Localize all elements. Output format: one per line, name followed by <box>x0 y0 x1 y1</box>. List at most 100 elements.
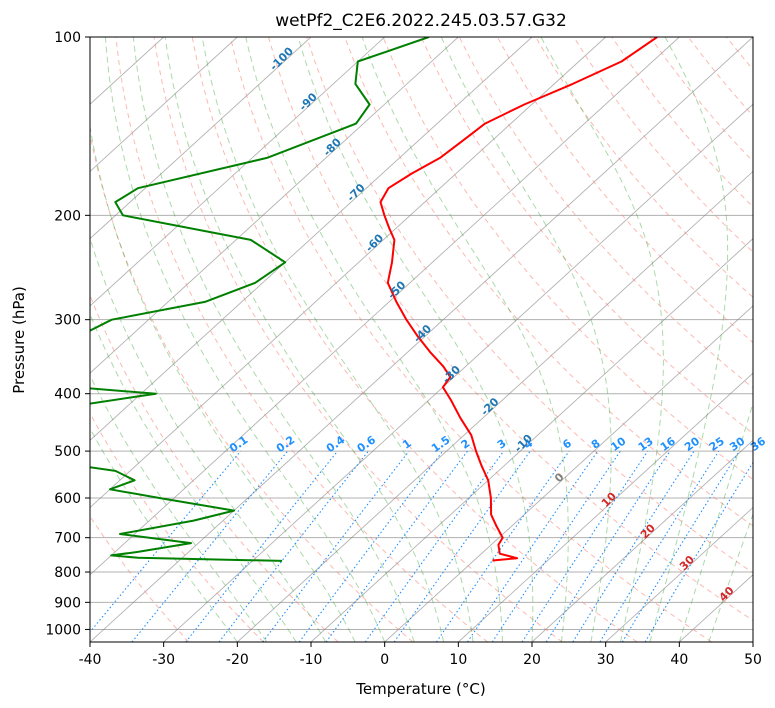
moist-adiabat <box>132 37 415 642</box>
x-tick-label: 40 <box>670 652 688 668</box>
dry-adiabat <box>191 37 638 642</box>
isotherm-line <box>752 641 753 642</box>
y-tick-label: 500 <box>54 444 81 460</box>
dewpoint-profile-line <box>90 37 430 562</box>
mixing-ratio-line <box>435 450 570 642</box>
mixing-ratio-label: 2 <box>459 437 473 452</box>
mixing-ratio-line <box>185 450 339 642</box>
isotherm-line <box>90 37 459 374</box>
dry-adiabat <box>115 37 488 642</box>
dry-adiabat <box>268 37 753 622</box>
x-tick-label: -10 <box>300 652 323 668</box>
dry-adiabat <box>649 37 753 163</box>
x-tick-label: 10 <box>449 652 467 668</box>
y-tick-label: 400 <box>54 387 81 403</box>
y-tick-label: 100 <box>54 30 81 46</box>
x-tick-label: -20 <box>226 652 249 668</box>
isotherm-line <box>90 37 238 173</box>
dry-adiabat <box>229 37 712 642</box>
dry-adiabat <box>458 37 753 389</box>
isotherm-line <box>458 372 753 642</box>
adiabat-layer <box>90 37 775 642</box>
y-tick-label: 1000 <box>45 622 81 638</box>
isotherm-line <box>90 37 385 307</box>
mixing-ratio-line <box>364 450 505 642</box>
mixing-ratio-line <box>218 450 369 642</box>
moist-adiabat <box>104 37 386 642</box>
isotherm-line <box>605 506 753 642</box>
moist-adiabat <box>90 427 238 642</box>
mixing-ratio-line <box>621 450 740 642</box>
y-tick-label: 600 <box>54 491 81 507</box>
moist-adiabat <box>440 37 612 642</box>
moist-adiabat <box>164 37 445 642</box>
dry-adiabat-label: 20 <box>638 521 658 541</box>
x-tick-label: -40 <box>79 652 102 668</box>
y-tick-label: 300 <box>54 313 81 329</box>
moist-adiabat <box>678 401 753 642</box>
mixing-ratio-label: 3 <box>495 437 509 452</box>
isotherm-line <box>90 37 533 441</box>
profile-layer <box>90 37 658 562</box>
isotherm-line <box>163 103 753 642</box>
mixing-ratio-label: 6 <box>560 437 574 452</box>
dry-adiabat <box>687 37 753 117</box>
y-tick-label: 900 <box>54 595 81 611</box>
temperature-profile-line <box>379 37 658 562</box>
mixing-ratio-line <box>467 450 599 642</box>
mixing-ratio-line <box>521 450 649 642</box>
dry-adiabat <box>344 37 753 527</box>
dry-adiabat <box>611 37 753 208</box>
isotherm-label: -60 <box>363 231 386 254</box>
isotherm-line <box>237 170 753 642</box>
mixing-ratio-line <box>298 450 444 642</box>
moist-adiabat <box>649 37 729 642</box>
isotherm-label: -40 <box>411 322 434 345</box>
x-axis-title: Temperature (°C) <box>355 680 485 698</box>
isotherm-label: -70 <box>344 181 367 204</box>
isotherm-label: -80 <box>321 135 344 158</box>
mixing-ratio-line <box>644 461 753 642</box>
x-tick-label: 30 <box>597 652 615 668</box>
dry-adiabat-label: 10 <box>599 490 619 510</box>
moist-adiabat <box>297 37 534 642</box>
dry-adiabat <box>496 37 753 344</box>
moist-adiabat <box>90 124 356 642</box>
moist-adiabat <box>90 236 327 642</box>
mixing-ratio-line <box>545 450 671 642</box>
moist-adiabat <box>90 312 297 642</box>
dry-adiabat <box>765 37 775 642</box>
x-tick-label: 50 <box>744 652 762 668</box>
moist-adiabat <box>90 374 268 642</box>
x-tick-label: -30 <box>152 652 175 668</box>
x-tick-label: 0 <box>380 652 389 668</box>
isotherm-line <box>90 37 753 642</box>
dry-adiabat <box>726 37 753 71</box>
moist-adiabat <box>201 37 474 642</box>
mixing-ratio-line <box>491 450 621 642</box>
mixing-ratio-label: 8 <box>589 437 603 452</box>
y-axis-title: Pressure (hPa) <box>10 286 28 394</box>
y-tick-label: 800 <box>54 565 81 581</box>
mixing-ratio-line <box>90 450 242 633</box>
mixing-ratio-line <box>393 450 531 642</box>
dry-adiabat <box>90 131 414 642</box>
isotherm-line <box>90 37 606 509</box>
mixing-ratio-line <box>262 450 410 642</box>
mixing-ratio-label: 0.4 <box>324 433 348 455</box>
mixing-ratio-label: 0.1 <box>227 433 250 455</box>
mixing-ratio-label: 1 <box>400 437 414 452</box>
isotherm-layer <box>90 37 753 642</box>
moist-adiabat <box>361 37 569 642</box>
mixing-ratio-line <box>131 450 289 642</box>
dry-adiabat <box>90 412 264 642</box>
isotherm-line <box>531 439 753 642</box>
isotherm-line <box>90 37 312 240</box>
y-tick-label: 700 <box>54 531 81 547</box>
x-tick-label: 20 <box>523 652 541 668</box>
dry-adiabat <box>90 515 190 642</box>
dry-adiabat <box>535 37 753 298</box>
isotherm-line <box>90 37 680 576</box>
tick-layer: -40 -30 -20 -10 0 10 20 30 40 5010020030040050060… <box>45 30 762 668</box>
